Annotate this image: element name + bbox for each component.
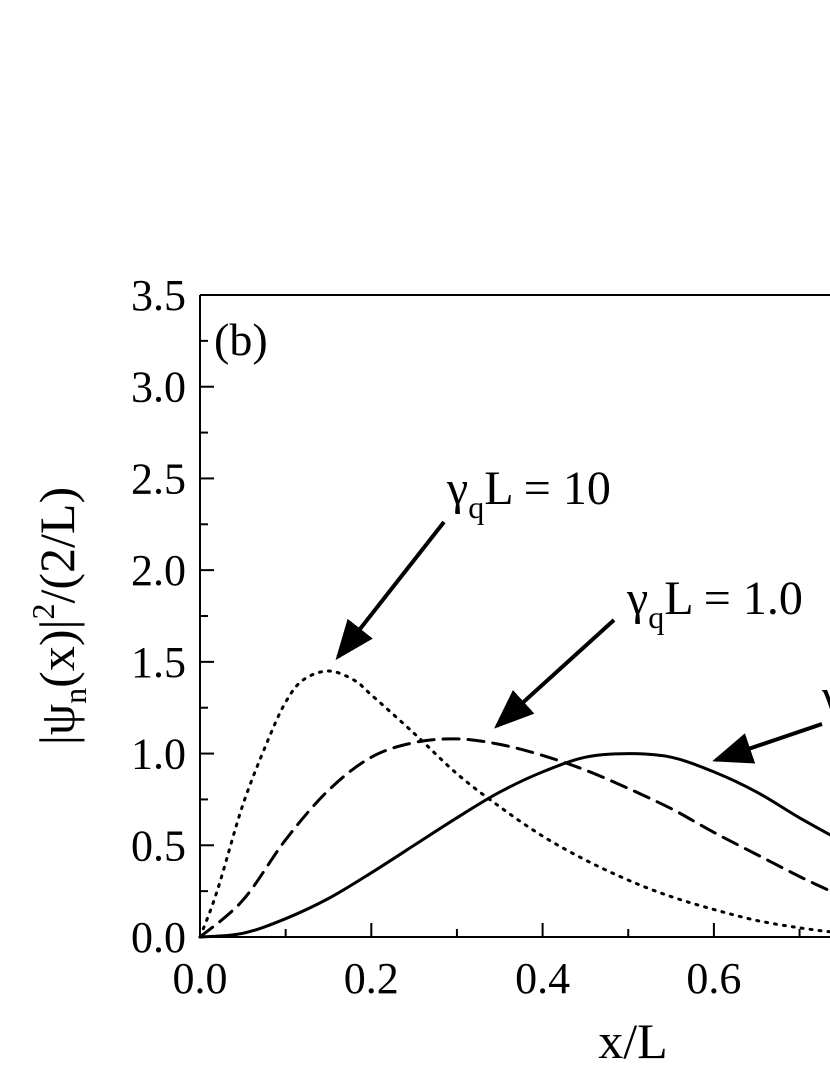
- y-title-sup-2: 2: [25, 604, 61, 620]
- annotation-gamma-1: γqL = 1.0: [626, 572, 803, 635]
- tick-labels: 0.0 0.2 0.4 0.6 0.0 0.5 1.0 1.5 2.0 2.5 3.0 3.5: [131, 271, 741, 1003]
- x-tick-label: 0.4: [515, 954, 570, 1003]
- x-tick-label: 0.6: [686, 954, 741, 1003]
- series-line-dotted: [198, 669, 830, 939]
- y-title-mid: (x)|: [29, 620, 85, 688]
- series-line-dashed: [198, 737, 830, 939]
- y-title-sub-n: n: [57, 688, 93, 704]
- panel-label: (b): [214, 314, 268, 365]
- y-tick-label: 0.5: [131, 821, 186, 870]
- y-tick-label: 3.5: [131, 271, 186, 320]
- arrow-gamma-3: [712, 722, 823, 764]
- y-axis-title: |ψn(x)|2/(2/L): [25, 487, 93, 745]
- x-axis-title: x/L: [598, 1013, 667, 1069]
- arrow-gamma-1: [494, 618, 616, 729]
- y-tick-label: 1.5: [131, 638, 186, 687]
- y-tick-label: 2.5: [131, 454, 186, 503]
- annotation-gamma-3: γ: [821, 670, 830, 723]
- arrow-gamma-10: [335, 520, 446, 661]
- y-tick-label: 3.0: [131, 363, 186, 412]
- x-tick-label: 0.2: [344, 954, 399, 1003]
- series-layer: [198, 669, 830, 939]
- y-title-psi: ψ: [29, 704, 85, 735]
- series-line-solid: [198, 752, 830, 939]
- y-tick-label: 1.0: [131, 730, 186, 779]
- y-title-bar: |: [29, 735, 85, 745]
- x-tick-label: 0.0: [173, 954, 228, 1003]
- y-tick-label: 0.0: [131, 913, 186, 962]
- axis-ticks: [200, 339, 801, 937]
- annotation-gamma-10: γqL = 10: [446, 462, 611, 525]
- y-title-tail: /(2/L): [29, 487, 85, 604]
- y-tick-label: 2.0: [131, 546, 186, 595]
